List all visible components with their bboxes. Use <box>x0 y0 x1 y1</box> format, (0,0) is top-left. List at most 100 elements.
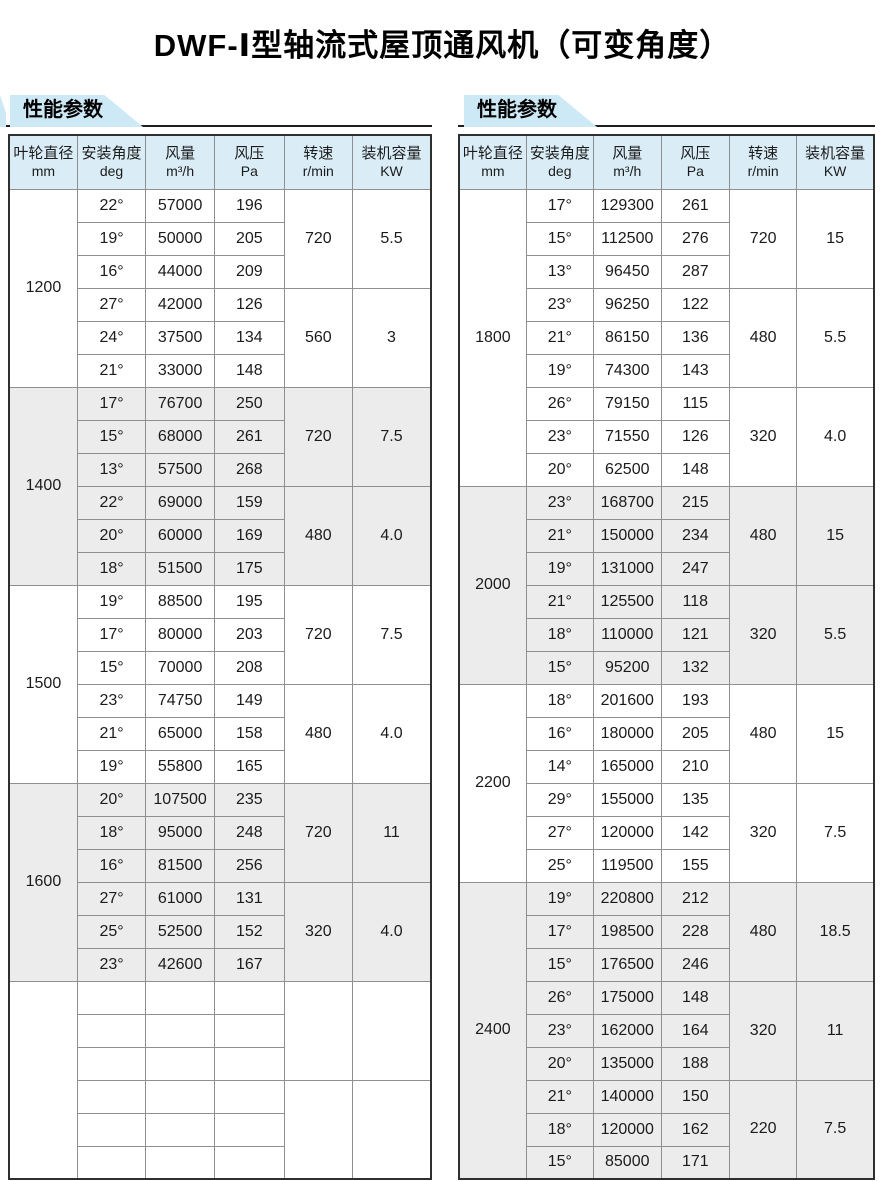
angle-cell: 20° <box>76 782 147 817</box>
header-unit: deg <box>548 163 572 180</box>
power-cell: 15 <box>796 485 875 586</box>
table-row: 1500 19° 88500 195 720 7.5 <box>8 584 432 784</box>
pressure-cell: 209 <box>214 254 285 289</box>
airflow-cell: 70000 <box>145 650 215 685</box>
pressure-cell: 148 <box>660 452 731 487</box>
col-header-diameter: 叶轮直径 mm <box>458 134 527 190</box>
pressure-cell: 287 <box>660 254 731 289</box>
pressure-cell: 203 <box>214 617 285 652</box>
performance-params-banner-row: 性能参数 <box>458 95 875 127</box>
airflow-cell: 129300 <box>592 188 662 223</box>
angle-cell: 13° <box>76 452 147 487</box>
power-cell: 5.5 <box>351 188 432 289</box>
col-header-angle: 安装角度 deg <box>76 134 147 190</box>
angle-cell <box>76 1046 147 1081</box>
airflow-cell: 140000 <box>592 1079 662 1114</box>
table-row: 15° 112500 276 <box>459 221 874 256</box>
table-row: 27° 42000 126 560 3 <box>9 287 432 388</box>
airflow-cell: 79150 <box>592 386 662 421</box>
table-row: 26° 175000 148 320 11 <box>459 980 875 1081</box>
angle-cell <box>76 1112 147 1147</box>
pressure-cell: 261 <box>660 188 731 223</box>
airflow-cell: 131000 <box>592 551 662 586</box>
speed-cell: 720 <box>283 386 353 487</box>
speed-cell: 480 <box>729 287 798 388</box>
power-cell: 7.5 <box>796 782 875 883</box>
pressure-cell: 205 <box>214 221 285 256</box>
power-cell: 7.5 <box>351 386 432 487</box>
speed-cell: 480 <box>283 683 353 784</box>
power-cell: 7.5 <box>796 1079 875 1180</box>
airflow-cell: 61000 <box>145 881 215 916</box>
speed-cell: 320 <box>729 584 798 685</box>
speed-cell: 320 <box>729 980 798 1081</box>
airflow-cell: 42600 <box>145 947 215 982</box>
header-name: 风量 <box>165 145 196 163</box>
header-unit: Pa <box>240 163 258 180</box>
angle-cell: 25° <box>525 848 594 883</box>
diameter-cell: 2000 <box>458 485 527 685</box>
table-row: 13° 96450 287 <box>459 254 874 289</box>
angle-cell: 27° <box>76 881 147 916</box>
table-row: 27° 61000 131 320 4.0 <box>9 881 432 982</box>
pressure-cell: 215 <box>660 485 731 520</box>
angle-cell: 23° <box>525 287 594 322</box>
speed-cell: 720 <box>729 188 798 289</box>
angle-cell: 14° <box>525 749 594 784</box>
performance-params-banner: 性能参数 <box>10 95 143 127</box>
airflow-cell: 201600 <box>592 683 662 718</box>
header-name: 转速 <box>303 145 334 163</box>
angle-cell: 19° <box>76 221 147 256</box>
power-cell: 4.0 <box>351 485 432 586</box>
airflow-cell: 85000 <box>592 1145 662 1180</box>
pressure-cell <box>214 1145 285 1180</box>
airflow-cell: 155000 <box>592 782 662 817</box>
angle-cell: 16° <box>525 716 594 751</box>
pressure-cell: 149 <box>214 683 285 718</box>
pressure-cell: 256 <box>214 848 285 883</box>
table-row: 13° 57500 268 <box>9 452 431 487</box>
angle-cell <box>76 1145 147 1180</box>
header-unit: deg <box>99 163 124 180</box>
pressure-cell: 188 <box>660 1046 731 1081</box>
pressure-cell: 164 <box>660 1013 731 1048</box>
angle-cell <box>76 980 147 1015</box>
angle-cell <box>76 1013 147 1048</box>
header-row: 叶轮直径 mm 安装角度 deg 风量 m³/h 风压 Pa <box>8 134 432 190</box>
pressure-cell: 155 <box>660 848 731 883</box>
airflow-cell <box>145 1013 215 1048</box>
header-name: 安装角度 <box>529 145 590 163</box>
diameter-cell: 1200 <box>8 188 78 388</box>
airflow-cell: 55800 <box>145 749 215 784</box>
angle-cell: 21° <box>76 353 147 388</box>
airflow-cell: 120000 <box>592 1112 662 1147</box>
speed-cell: 220 <box>729 1079 798 1180</box>
col-header-airflow: 风量 m³/h <box>145 134 215 190</box>
pressure-cell: 115 <box>660 386 731 421</box>
table-row: 21° 150000 234 <box>459 518 874 553</box>
angle-cell: 22° <box>76 188 147 223</box>
header-unit: r/min <box>302 163 334 180</box>
header-unit: KW <box>380 163 403 180</box>
table-row <box>9 1145 431 1180</box>
angle-cell: 17° <box>525 188 594 223</box>
header-name: 叶轮直径 <box>462 145 523 163</box>
header-unit: KW <box>823 163 847 180</box>
table-row: 19° 74300 143 <box>459 353 874 388</box>
diameter-cell: 2200 <box>458 683 527 883</box>
pressure-cell: 235 <box>214 782 285 817</box>
pressure-cell <box>214 1079 285 1114</box>
speed-cell: 720 <box>283 188 353 289</box>
pressure-cell: 276 <box>660 221 731 256</box>
speed-cell: 320 <box>729 386 798 487</box>
table-row: 24° 37500 134 <box>9 320 431 355</box>
airflow-cell: 57500 <box>145 452 215 487</box>
pressure-cell: 148 <box>214 353 285 388</box>
speed-cell: 480 <box>729 683 798 784</box>
header-row: 叶轮直径 mm 安装角度 deg 风量 m³/h 风压 Pa <box>458 134 875 190</box>
angle-cell: 21° <box>525 584 594 619</box>
table-row: 16° 180000 205 <box>459 716 874 751</box>
table-row: 22° 69000 159 480 4.0 <box>9 485 432 586</box>
pressure-cell: 150 <box>660 1079 731 1114</box>
pressure-cell: 196 <box>214 188 285 223</box>
